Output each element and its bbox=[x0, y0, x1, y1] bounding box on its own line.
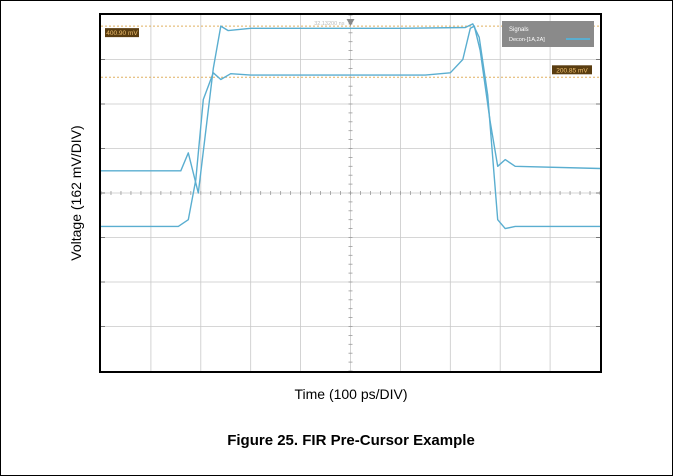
cursor-label-2: 200.85 mV bbox=[556, 67, 588, 74]
figure-caption: Figure 25. FIR Pre-Cursor Example bbox=[227, 432, 475, 449]
trigger-marker-icon bbox=[346, 19, 355, 26]
waveform-trace-1 bbox=[101, 23, 600, 230]
trigger-time-label: 32.13200 ns bbox=[314, 21, 345, 27]
legend-entry: Decon-[1A,2A] bbox=[509, 37, 545, 43]
cursor-label-box-2 bbox=[552, 65, 592, 75]
y-axis-label: Voltage (162 mV/DIV) bbox=[68, 125, 84, 261]
x-axis-label: Time (100 ps/DIV) bbox=[294, 386, 408, 402]
cursor-label-box-1 bbox=[105, 28, 139, 38]
cursor-label-1: 400.90 mV bbox=[106, 30, 138, 37]
waveform-trace-2 bbox=[101, 25, 600, 228]
legend-title: Signals bbox=[509, 27, 529, 33]
legend-box bbox=[502, 21, 594, 47]
scope-display: 400.90 mV 200.85 mV 32.13200 ns Signals Deco… bbox=[99, 13, 602, 373]
waveform-plot: 400.90 mV 200.85 mV 32.13200 ns Signals Deco… bbox=[101, 15, 600, 371]
